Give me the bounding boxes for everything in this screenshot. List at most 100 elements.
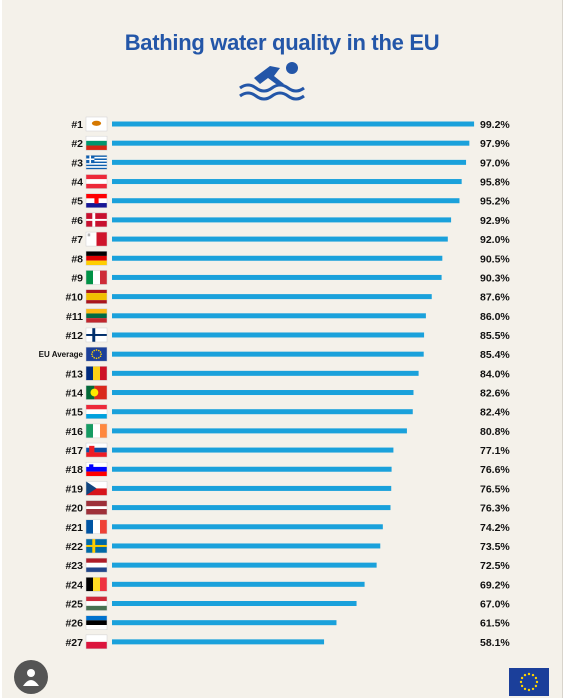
value-label: 97.9% [480, 138, 510, 150]
value-label: 99.2% [480, 119, 510, 131]
bar [112, 140, 470, 146]
bar-row: EU Average 85.4% [39, 346, 510, 362]
italy-flag-icon [85, 270, 108, 285]
bar-row: #23 72.5% [65, 557, 510, 573]
value-label: 90.3% [480, 272, 510, 284]
bar-row: #12 85.5% [65, 327, 510, 343]
sweden-flag-icon [85, 538, 108, 554]
romania-flag-icon [85, 366, 108, 381]
value-label: 77.1% [480, 445, 510, 457]
rank-label: #25 [65, 599, 83, 611]
bar-row: #22 73.5% [65, 538, 510, 554]
rank-label: #10 [65, 292, 83, 304]
rank-label: #5 [71, 196, 83, 208]
bar-row: #5 95.2% [71, 193, 510, 208]
value-label: 85.4% [480, 349, 510, 361]
bar-row: #8 90.5% [71, 251, 510, 266]
germany-flag-icon [85, 251, 108, 266]
bar-row: #19 76.5% [65, 481, 510, 496]
value-label: 61.5% [480, 618, 510, 630]
bar [112, 370, 419, 376]
value-label: 58.1% [480, 637, 510, 649]
bar-row: #20 76.3% [65, 500, 510, 515]
bar-row: #9 90.3% [71, 270, 510, 285]
bar-row: #6 92.9% [71, 212, 510, 228]
value-label: 92.9% [480, 215, 510, 227]
bar-row: #14 82.6% [65, 385, 510, 400]
value-label: 76.3% [480, 503, 510, 515]
rank-label: #17 [65, 445, 83, 457]
value-label: 72.5% [480, 560, 510, 572]
bar [112, 255, 443, 261]
bar [112, 217, 452, 223]
bar-row: #26 61.5% [65, 615, 510, 630]
bulgaria-flag-icon [85, 135, 108, 151]
bar [112, 159, 467, 165]
bar [112, 351, 424, 357]
bar-row: #18 76.6% [65, 461, 510, 477]
latvia-flag-icon [85, 500, 108, 515]
swimmer-icon [239, 62, 305, 101]
luxembourg-flag-icon [85, 404, 108, 419]
portugal-flag-icon [85, 385, 108, 400]
netherlands-flag-icon [85, 557, 108, 573]
bar [112, 543, 381, 549]
spain-flag-icon [85, 289, 108, 304]
rank-label: #3 [71, 157, 83, 169]
user-avatar-icon[interactable] [14, 660, 48, 694]
bar [112, 428, 407, 434]
bar [112, 236, 448, 242]
bar [112, 505, 391, 511]
bar-row: #13 84.0% [65, 366, 510, 381]
rank-label: #18 [65, 464, 83, 476]
denmark-flag-icon [85, 212, 108, 228]
bar [112, 390, 414, 396]
bar-row: #16 80.8% [65, 423, 510, 439]
rank-label: #15 [65, 407, 83, 419]
bar [112, 620, 337, 626]
rank-label: #20 [65, 503, 83, 515]
croatia-flag-icon [85, 193, 108, 208]
poland-flag-icon [85, 634, 108, 650]
czechia-flag-icon [85, 481, 108, 496]
rank-label: #27 [65, 637, 83, 649]
rank-label: #9 [71, 272, 83, 284]
rank-label: #4 [71, 177, 83, 189]
bar-row: #2 97.9% [71, 135, 510, 151]
bar [112, 562, 377, 568]
austria-flag-icon [85, 174, 108, 189]
rank-label: #23 [65, 560, 83, 572]
belgium-flag-icon [85, 577, 108, 592]
value-label: 92.0% [480, 234, 510, 246]
eu-flag-icon [85, 346, 108, 362]
bar [112, 485, 392, 491]
bar-row: #4 95.8% [71, 174, 510, 189]
bar [112, 274, 442, 280]
rank-label: EU Average [39, 350, 84, 359]
value-label: 97.0% [480, 157, 510, 169]
rank-label: #21 [65, 522, 83, 534]
value-label: 95.8% [480, 177, 510, 189]
rank-label: #26 [65, 618, 83, 630]
rank-label: #24 [65, 579, 83, 591]
value-label: 90.5% [480, 253, 510, 265]
rank-label: #14 [65, 388, 83, 400]
bar-row: #1 99.2% [71, 116, 510, 132]
value-label: 82.4% [480, 407, 510, 419]
bar [112, 639, 325, 645]
bar [112, 313, 426, 319]
slovenia-flag-icon [85, 461, 108, 477]
rank-label: #13 [65, 368, 83, 380]
rank-label: #16 [65, 426, 83, 438]
bar-row: #17 77.1% [65, 442, 510, 458]
rank-label: #19 [65, 483, 83, 495]
bar [112, 179, 462, 185]
value-label: 73.5% [480, 541, 510, 553]
bar [112, 466, 392, 472]
bar-row: #21 74.2% [65, 519, 510, 535]
bar-row: #15 82.4% [65, 404, 510, 419]
bar [112, 524, 383, 530]
hungary-flag-icon [85, 596, 108, 611]
bar-row: #3 97.0% [71, 155, 510, 170]
